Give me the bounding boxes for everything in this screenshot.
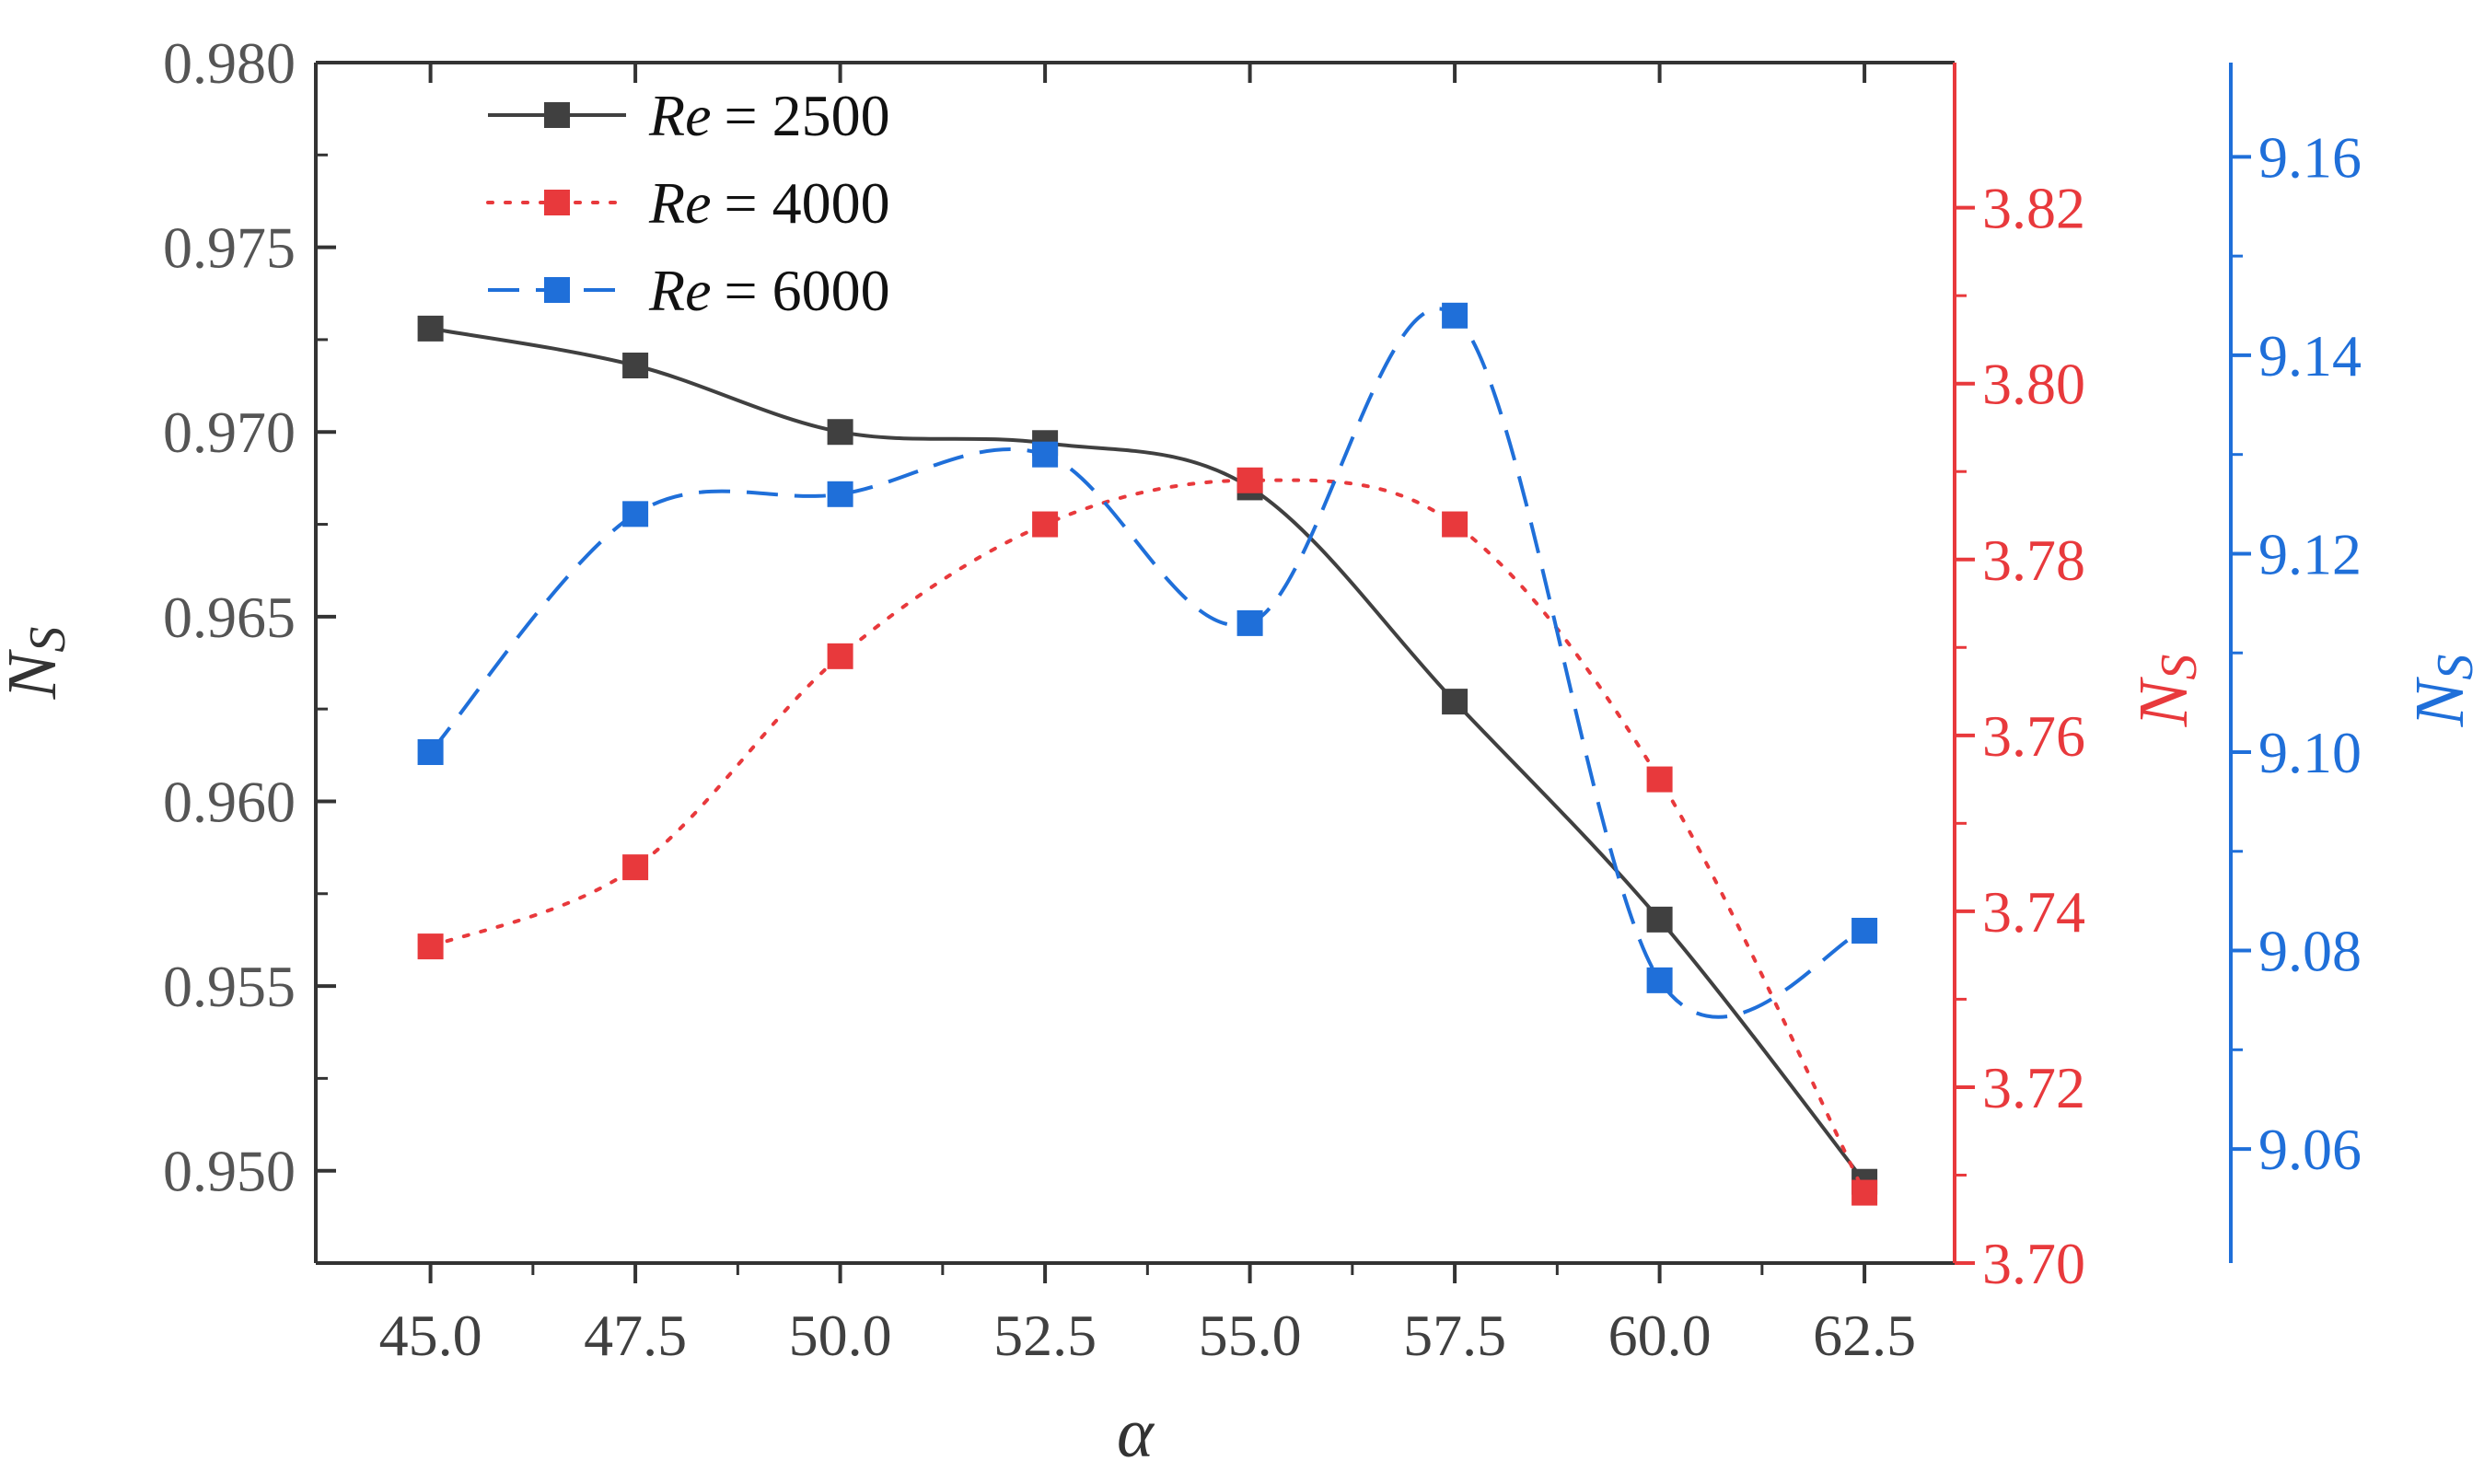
x-tick-label: 55.0 (1199, 1303, 1302, 1368)
right1-tick-label: 3.70 (1982, 1231, 2085, 1296)
series-group (417, 302, 1878, 1206)
data-point (1442, 689, 1468, 715)
data-point (417, 315, 444, 342)
right-axis-1-title-main: N (2125, 676, 2202, 727)
data-point (1032, 511, 1059, 538)
series-line (428, 478, 1867, 1195)
legend-marker (544, 277, 570, 303)
legend-label-value: = 2500 (725, 83, 890, 148)
data-point (1032, 441, 1059, 468)
data-point (1646, 766, 1673, 793)
x-tick-label: 47.5 (584, 1303, 687, 1368)
right-axis-2-title-main: N (2401, 676, 2478, 727)
left-tick-label: 0.965 (163, 585, 296, 650)
legend-marker (544, 190, 570, 215)
right-axis-2-title-sub: S (2427, 655, 2484, 680)
legend-label-value: = 4000 (725, 170, 890, 236)
right2-tick-label: 9.12 (2258, 521, 2362, 586)
data-point (622, 854, 649, 881)
data-point (622, 501, 649, 528)
x-tick-label: 62.5 (1813, 1303, 1916, 1368)
right-axis-1-title-text: NS (2125, 655, 2208, 728)
right1-tick-label: 3.72 (1982, 1055, 2085, 1120)
legend-label-prefix: Re (648, 83, 712, 148)
legend-label-value: = 6000 (725, 258, 890, 323)
x-tick-label: 60.0 (1608, 1303, 1712, 1368)
x-axis-title: α (1117, 1395, 1155, 1472)
legend-label: Re = 6000 (648, 258, 890, 323)
data-point (827, 643, 853, 669)
left-tick-label: 0.975 (163, 215, 296, 281)
x-tick-label: 45.0 (379, 1303, 482, 1368)
right1-tick-label: 3.82 (1982, 176, 2085, 241)
legend-item-2: Re = 6000 (488, 258, 890, 323)
right1-tick-label: 3.74 (1982, 879, 2085, 945)
right1-tick-label: 3.78 (1982, 528, 2085, 593)
legend-label: Re = 4000 (648, 170, 890, 236)
data-point (417, 933, 444, 960)
left-tick-label: 0.955 (163, 954, 296, 1019)
data-point (827, 419, 853, 446)
x-tick-label: 52.5 (993, 1303, 1097, 1368)
right2-tick-label: 9.06 (2258, 1117, 2362, 1182)
legend-label-prefix: Re (648, 258, 712, 323)
right2-tick-label: 9.10 (2258, 720, 2362, 785)
data-point (1236, 467, 1263, 493)
right2-tick-label: 9.16 (2258, 124, 2362, 190)
legend-label: Re = 2500 (648, 83, 890, 148)
x-tick-label: 57.5 (1403, 1303, 1506, 1368)
left-axis-title-sub: S (19, 627, 76, 653)
data-point (827, 481, 853, 507)
right-axis-1-title: NS (2125, 655, 2208, 728)
right2-tick-label: 9.14 (2258, 323, 2362, 388)
data-point (622, 353, 649, 379)
data-point (1442, 511, 1468, 538)
series-2 (417, 302, 1878, 1019)
x-tick-label: 50.0 (789, 1303, 892, 1368)
legend-marker (544, 102, 570, 128)
left-tick-label: 0.960 (163, 769, 296, 834)
data-point (1851, 917, 1878, 944)
right-axis-1-title-sub: S (2151, 655, 2208, 680)
data-point (1236, 609, 1263, 636)
left-tick-label: 0.950 (163, 1139, 296, 1204)
right1-tick-label: 3.80 (1982, 352, 2085, 417)
series-0 (417, 315, 1878, 1195)
data-point (1646, 906, 1673, 933)
right-axis-2-title: NS (2401, 655, 2484, 728)
left-tick-label: 0.980 (163, 30, 296, 96)
left-axis-title: NS (0, 627, 76, 701)
legend-item-1: Re = 4000 (486, 170, 890, 236)
axes: 45.0 47.5 50.0 52.5 55.0 57.5 60.0 62.5 α 0.950 0.… (0, 30, 2484, 1472)
data-point (1646, 967, 1673, 993)
left-axis-title-main: N (0, 648, 71, 700)
series-1 (417, 467, 1878, 1206)
legend-label-prefix: Re (648, 170, 712, 236)
data-point (1442, 302, 1468, 329)
left-tick-label: 0.970 (163, 400, 296, 465)
left-axis-title-text: NS (0, 627, 76, 701)
data-point (1851, 1179, 1878, 1206)
right2-tick-label: 9.08 (2258, 919, 2362, 984)
right-axis-2-title-text: NS (2401, 655, 2484, 728)
data-point (417, 738, 444, 765)
series-line (430, 326, 1866, 1183)
legend-item-0: Re = 2500 (488, 83, 890, 148)
right1-tick-label: 3.76 (1982, 703, 2085, 769)
